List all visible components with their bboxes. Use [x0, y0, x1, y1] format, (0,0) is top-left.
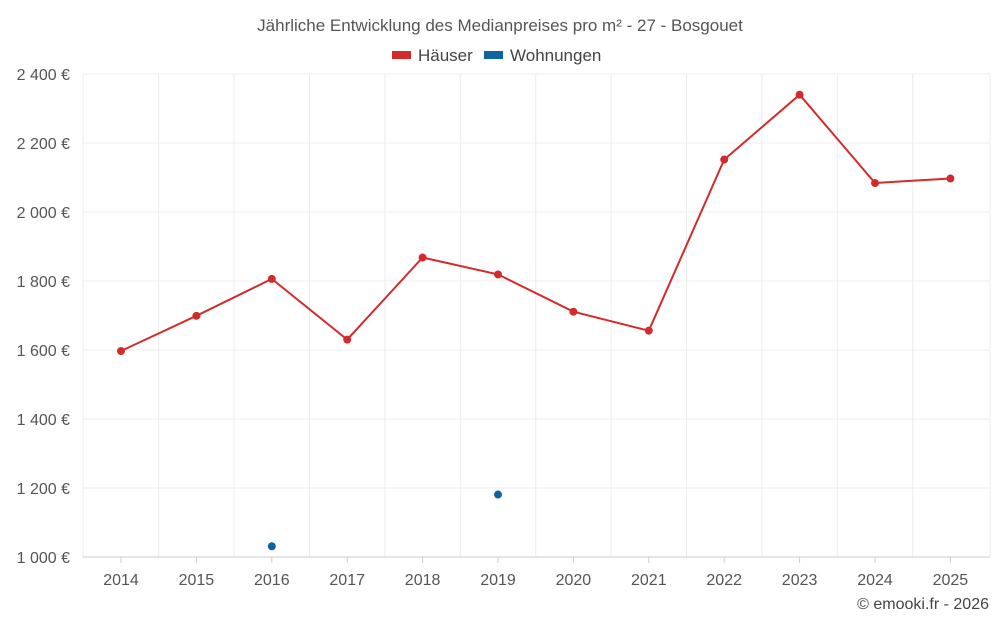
x-axis-ticks: 2014 2015 2016 2017 2018 2019 2020 2021 2022 2023…: [103, 557, 968, 589]
data-point-apartments[interactable]: [267, 542, 276, 551]
series-houses: [117, 90, 955, 356]
data-point-houses[interactable]: [418, 253, 427, 262]
series-apartments: [267, 490, 502, 551]
y-tick-label: 2 200 €: [17, 136, 70, 153]
y-tick-label: 1 000 €: [17, 550, 70, 567]
x-tick-label: 2022: [706, 572, 742, 589]
x-tick-label: 2024: [857, 572, 893, 589]
x-tick-label: 2021: [631, 572, 667, 589]
y-tick-label: 1 600 €: [17, 343, 70, 360]
x-tick-label: 2017: [329, 572, 365, 589]
data-point-houses[interactable]: [871, 179, 879, 188]
y-tick-label: 1 800 €: [17, 274, 70, 291]
data-point-houses[interactable]: [117, 347, 125, 356]
legend: Häuser Wohnungen: [392, 46, 601, 65]
x-tick-label: 2018: [405, 572, 441, 589]
data-point-houses[interactable]: [343, 335, 352, 344]
data-point-houses[interactable]: [720, 155, 729, 164]
data-point-houses[interactable]: [795, 90, 804, 99]
data-point-apartments[interactable]: [494, 490, 502, 499]
y-tick-label: 1 200 €: [17, 481, 70, 498]
y-tick-label: 2 400 €: [17, 67, 70, 84]
data-point-houses[interactable]: [644, 326, 653, 335]
data-point-houses[interactable]: [192, 311, 201, 320]
data-point-houses[interactable]: [267, 274, 276, 283]
legend-item-apartments[interactable]: Wohnungen: [484, 46, 601, 65]
chart-title: Jährliche Entwicklung des Medianpreises …: [257, 16, 743, 35]
y-tick-label: 2 000 €: [17, 205, 70, 222]
data-point-houses[interactable]: [946, 174, 955, 183]
data-point-houses[interactable]: [569, 307, 578, 316]
grid: [82, 73, 991, 558]
x-tick-label: 2023: [782, 572, 818, 589]
legend-label-houses: Häuser: [418, 46, 473, 65]
series-layer: [117, 90, 955, 551]
x-tick-label: 2025: [933, 572, 969, 589]
x-tick-label: 2019: [480, 572, 516, 589]
legend-swatch-apartments: [484, 51, 503, 59]
x-tick-label: 2014: [103, 572, 139, 589]
legend-label-apartments: Wohnungen: [510, 46, 601, 65]
y-axis-ticks: 1 000 € 1 200 € 1 400 € 1 600 € 1 800 € 2 000…: [17, 67, 70, 567]
legend-item-houses[interactable]: Häuser: [392, 46, 473, 65]
series-line-houses: [120, 93, 951, 352]
legend-swatch-houses: [392, 51, 411, 59]
x-tick-label: 2020: [556, 572, 592, 589]
data-point-houses[interactable]: [494, 270, 502, 279]
y-tick-label: 1 400 €: [17, 412, 70, 429]
credit-text: © emooki.fr - 2026: [857, 596, 989, 613]
x-tick-label: 2016: [254, 572, 290, 589]
x-tick-label: 2015: [179, 572, 215, 589]
